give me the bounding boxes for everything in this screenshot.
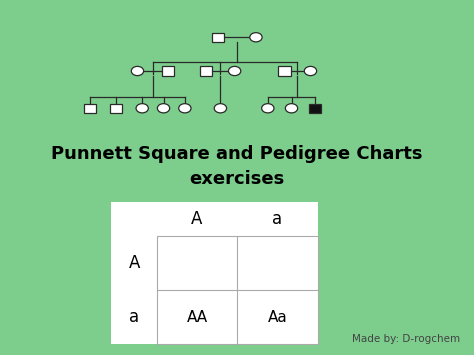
Circle shape <box>250 33 262 42</box>
Circle shape <box>304 66 317 76</box>
Text: AA: AA <box>186 310 208 325</box>
Text: Aa: Aa <box>267 310 287 325</box>
Bar <box>111 202 318 344</box>
Circle shape <box>157 104 170 113</box>
Circle shape <box>179 104 191 113</box>
Circle shape <box>285 104 298 113</box>
Bar <box>200 66 212 76</box>
Text: Made by: D-rogchem: Made by: D-rogchem <box>352 334 460 344</box>
Bar <box>278 66 291 76</box>
Bar <box>157 236 318 344</box>
Bar <box>212 33 224 42</box>
Bar <box>309 104 321 113</box>
Text: A: A <box>191 211 203 228</box>
Bar <box>162 66 174 76</box>
Text: a: a <box>129 308 139 326</box>
Circle shape <box>228 66 241 76</box>
Circle shape <box>131 66 144 76</box>
Text: Punnett Square and Pedigree Charts: Punnett Square and Pedigree Charts <box>51 146 423 163</box>
Text: a: a <box>272 211 283 228</box>
Circle shape <box>262 104 274 113</box>
Circle shape <box>214 104 227 113</box>
Text: A: A <box>128 255 140 272</box>
Circle shape <box>136 104 148 113</box>
Bar <box>84 104 96 113</box>
Text: exercises: exercises <box>190 170 284 188</box>
Bar <box>110 104 122 113</box>
